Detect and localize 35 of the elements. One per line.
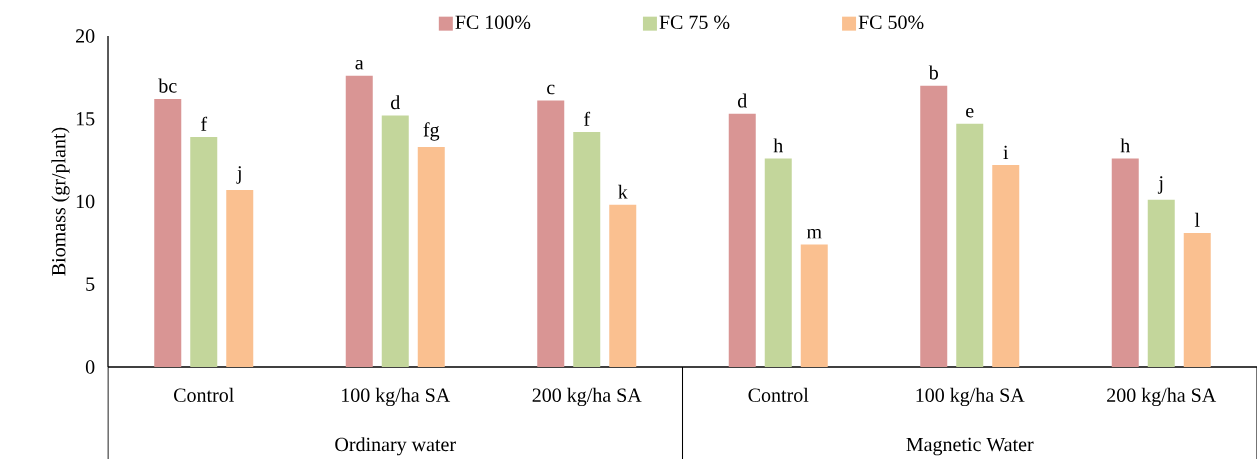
legend-label: FC 75 % — [659, 15, 730, 30]
data-label: h — [1120, 138, 1130, 153]
y-tick-label: 20 — [76, 29, 95, 43]
data-label: i — [1003, 145, 1009, 159]
x-tick-label: 200 kg/ha SA — [532, 387, 642, 407]
data-label: e — [966, 107, 974, 118]
y-axis-title: Biomass (gr/plant) — [51, 127, 70, 276]
data-label: m — [806, 228, 822, 239]
data-label: f — [201, 116, 208, 131]
data-label: k — [618, 184, 628, 199]
data-label: h — [773, 138, 783, 153]
data-label: a — [355, 59, 364, 70]
data-label: fg — [423, 122, 440, 141]
y-tick-label: 5 — [86, 277, 95, 291]
data-label: j — [236, 166, 241, 184]
data-label: d — [737, 93, 748, 108]
text: Magnetic Water — [906, 437, 1034, 456]
y-tick-label: 10 — [76, 194, 95, 209]
data-label: l — [1194, 212, 1200, 227]
x-tick-label: 100 kg/ha SA — [916, 387, 1025, 407]
data-label: d — [390, 95, 401, 110]
text: Ordinary water — [335, 437, 456, 456]
x-tick-label: 100 kg/ha SA — [342, 387, 451, 407]
legend-label: FC 100% — [455, 15, 531, 30]
data-label: b — [928, 65, 938, 80]
x-tick-label: Control — [174, 387, 234, 402]
data-label: j — [1157, 176, 1163, 194]
data-label: f — [584, 111, 591, 126]
legend-label: FC 50% — [858, 15, 924, 30]
y-tick-label: 0 — [85, 360, 95, 374]
x-tick-label: Control — [748, 387, 809, 402]
x-tick-label: 200 kg/ha SA — [1107, 387, 1217, 407]
data-label: bc — [158, 78, 177, 93]
data-label: c — [547, 84, 555, 95]
y-tick-label: 15 — [76, 112, 95, 126]
